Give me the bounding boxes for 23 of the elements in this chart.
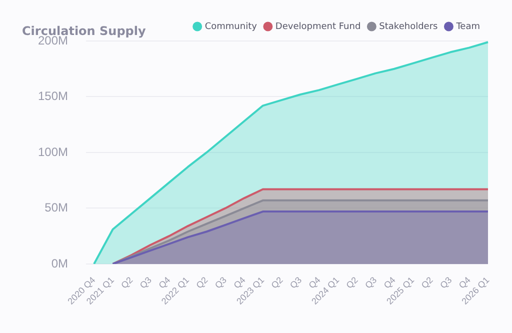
y-tick-label: 50M <box>44 200 68 215</box>
x-tick-label: Q2 <box>419 274 435 290</box>
y-tick-label: 0M <box>51 256 68 270</box>
x-tick-label: Q2 <box>269 274 285 290</box>
x-tick-label: Q3 <box>438 274 454 290</box>
x-tick-label: Q2 <box>344 274 360 290</box>
y-tick-label: 100M <box>38 144 68 159</box>
y-tick-label: 150M <box>38 89 68 104</box>
legend-label: Team <box>455 22 480 32</box>
x-tick-label: Q3 <box>212 274 229 290</box>
x-tick-label: Q4 <box>456 274 472 290</box>
x-tick-label: Q4 <box>232 274 248 290</box>
x-tick-label: Q4 <box>156 274 172 290</box>
x-tick-label: Q3 <box>138 274 154 290</box>
x-tick-label: Q3 <box>363 274 379 290</box>
x-tick-label: Q3 <box>288 274 304 290</box>
x-tick-label: Q2 <box>194 274 210 290</box>
x-tick-label: Q2 <box>119 274 135 290</box>
x-tick-label: Q4 <box>382 274 398 290</box>
legend-label: Stakeholders <box>379 22 438 32</box>
legend-label: Community <box>204 22 258 32</box>
legend-label: Development Fund <box>275 22 361 32</box>
x-tick-label: Q4 <box>306 274 322 290</box>
